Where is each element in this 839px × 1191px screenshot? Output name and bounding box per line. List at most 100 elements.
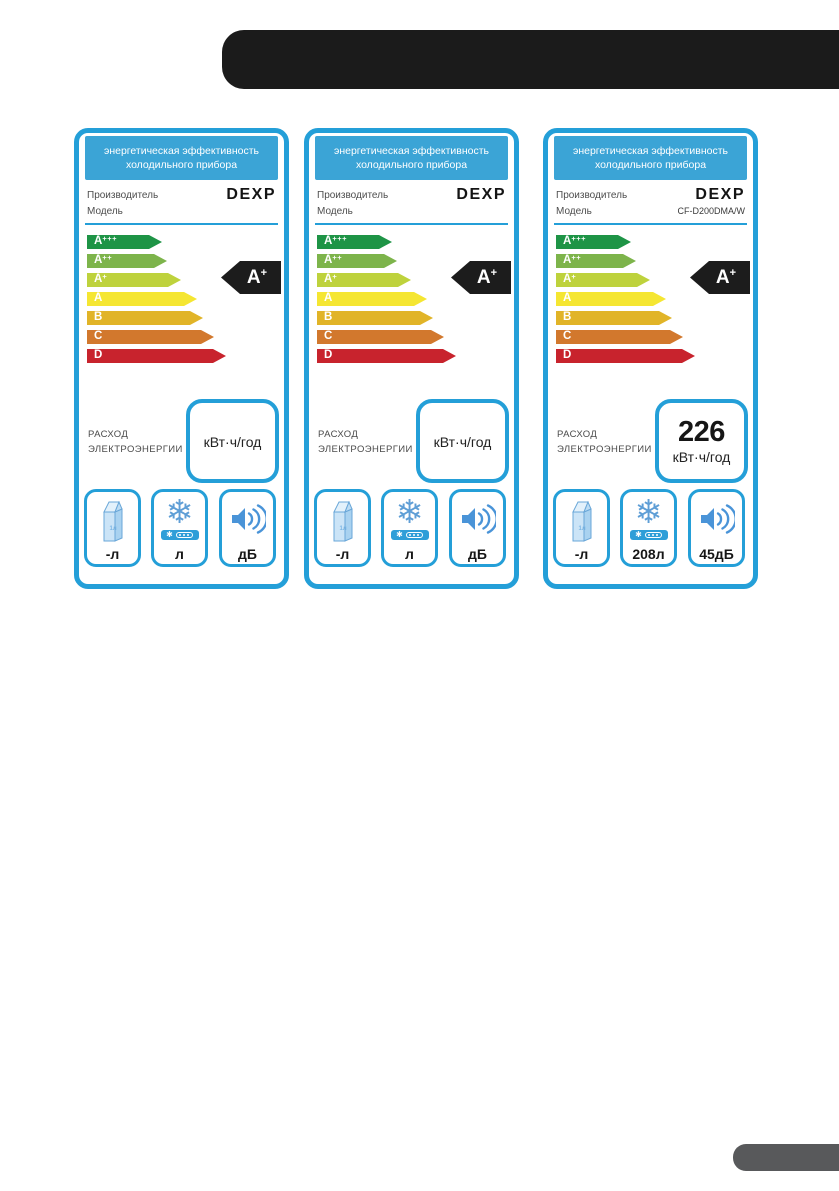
fresh-volume-value: -л xyxy=(335,546,350,562)
efficiency-arrow: A +++ xyxy=(87,234,226,249)
noise-box: дБ xyxy=(219,489,276,567)
header-line2: холодильного прибора xyxy=(355,159,468,171)
efficiency-scale: A +++ A ++ A + A B C D xyxy=(317,234,456,368)
header-line1: энергетическая эффективность xyxy=(103,144,260,157)
arrow-tip xyxy=(618,235,631,249)
efficiency-arrow: D xyxy=(87,349,226,363)
rating-sup: + xyxy=(490,266,498,279)
arrow-sup: +++ xyxy=(571,234,586,243)
fresh-volume-box: 1л -л xyxy=(553,489,610,567)
noise-value: 45дБ xyxy=(699,546,734,562)
rating-letter: A xyxy=(715,267,730,288)
consumption-line2: ЭЛЕКТРОЭНЕРГИИ xyxy=(557,443,652,455)
freezer-star-badge: ✱ xyxy=(629,530,668,540)
milk-carton-icon: 1л xyxy=(317,499,368,548)
freezer-volume-value: 208л xyxy=(632,546,665,562)
arrow-letter: A xyxy=(94,273,103,286)
efficiency-arrow: B xyxy=(556,311,695,325)
arrow-tip xyxy=(659,311,672,325)
efficiency-scale: A +++ A ++ A + A B C D xyxy=(87,234,226,368)
efficiency-scale: A +++ A ++ A + A B C D xyxy=(556,234,695,368)
arrow-letter: C xyxy=(94,330,103,343)
arrow-tip xyxy=(201,330,214,344)
label-header: энергетическая эффективность холодильног… xyxy=(554,136,747,180)
efficiency-arrow: A ++ xyxy=(87,253,226,268)
arrow-tip xyxy=(154,254,167,268)
consumption-unit: кВт·ч/год xyxy=(203,434,262,450)
model-value: CF-D200DMA/W xyxy=(677,206,745,216)
consumption-value: 226 xyxy=(678,415,725,448)
rating-sup: + xyxy=(729,266,737,279)
label-header: энергетическая эффективность холодильног… xyxy=(315,136,508,180)
header-line2: холодильного прибора xyxy=(125,159,238,171)
fresh-volume-box: 1л -л xyxy=(84,489,141,567)
star-icon: ✱ xyxy=(396,530,403,539)
efficiency-arrow: A xyxy=(87,292,226,306)
rating-letter: A xyxy=(476,267,491,288)
efficiency-arrow: C xyxy=(87,330,226,344)
svg-text:1л: 1л xyxy=(339,526,346,532)
speaker-icon xyxy=(691,504,742,539)
arrow-letter: D xyxy=(324,349,333,362)
efficiency-arrow: A xyxy=(556,292,695,306)
consumption-box: 226 кВт·ч/год xyxy=(655,399,748,483)
manufacturer-label: Производитель xyxy=(87,189,159,201)
arrow-letter: D xyxy=(563,349,572,362)
rating-marker: A + xyxy=(451,261,511,294)
header-line1: энергетическая эффективность xyxy=(333,144,490,157)
manufacturer-row: Производитель DEXP xyxy=(87,186,276,203)
arrow-letter: A xyxy=(324,254,333,267)
arrow-letter: C xyxy=(563,330,572,343)
arrow-tip xyxy=(168,273,181,287)
freezer-star-badge: ✱ xyxy=(390,530,429,540)
efficiency-arrow: A ++ xyxy=(556,253,695,268)
star-icon: ✱ xyxy=(635,530,642,539)
model-label: Модель xyxy=(556,206,592,217)
model-label: Модель xyxy=(317,206,353,217)
arrow-letter: A xyxy=(94,292,103,305)
model-row: Модель CF-D200DMA/W xyxy=(556,206,745,218)
rating-sup: + xyxy=(260,266,268,279)
milk-carton-icon: 1л xyxy=(87,499,138,548)
arrow-sup: + xyxy=(102,272,108,281)
noise-value: дБ xyxy=(468,546,487,562)
arrow-sup: + xyxy=(332,272,338,281)
efficiency-arrow: B xyxy=(317,311,456,325)
freezer-volume-box: ❄ ✱ л xyxy=(151,489,208,567)
arrow-sup: ++ xyxy=(102,253,113,262)
arrow-tip xyxy=(670,330,683,344)
manufacturer-row: Производитель DEXP xyxy=(556,186,745,203)
star-icon: ✱ xyxy=(166,530,173,539)
arrow-tip xyxy=(420,311,433,325)
arrow-tip xyxy=(414,292,427,306)
arrow-letter: B xyxy=(563,311,572,324)
star-dots-pill xyxy=(175,532,193,538)
header-line2: холодильного прибора xyxy=(594,159,707,171)
freezer-volume-value: л xyxy=(405,546,414,562)
arrow-tip xyxy=(653,292,666,306)
efficiency-arrow: C xyxy=(317,330,456,344)
consumption-box: кВт·ч/год xyxy=(186,399,279,483)
arrow-letter: A xyxy=(324,235,333,248)
arrow-tip xyxy=(384,254,397,268)
noise-box: 45дБ xyxy=(688,489,745,567)
arrow-tip xyxy=(184,292,197,306)
efficiency-arrow: A +++ xyxy=(317,234,456,249)
snowflake-icon: ❄ xyxy=(165,492,194,531)
divider-line xyxy=(85,223,278,225)
arrow-sup: ++ xyxy=(332,253,343,262)
freezer-volume-box: ❄ ✱ л xyxy=(381,489,438,567)
efficiency-arrow: D xyxy=(317,349,456,363)
consumption-line1: РАСХОД xyxy=(557,429,598,440)
svg-text:1л: 1л xyxy=(109,526,116,532)
consumption-unit: кВт·ч/год xyxy=(433,434,492,450)
arrow-tip xyxy=(190,311,203,325)
manufacturer-label: Производитель xyxy=(556,189,628,201)
arrow-letter: A xyxy=(324,273,333,286)
star-dots-pill xyxy=(644,532,662,538)
consumption-line1: РАСХОД xyxy=(318,429,359,440)
arrow-letter: C xyxy=(324,330,333,343)
arrow-sup: ++ xyxy=(571,253,582,262)
label-header: энергетическая эффективность холодильног… xyxy=(85,136,278,180)
arrow-tip xyxy=(637,273,650,287)
